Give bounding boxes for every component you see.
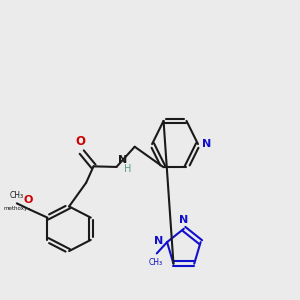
Text: N: N — [154, 236, 164, 246]
Text: O: O — [76, 135, 86, 148]
Text: methoxy: methoxy — [4, 206, 28, 211]
Text: CH₃: CH₃ — [149, 258, 163, 267]
Text: N: N — [118, 154, 128, 165]
Text: H: H — [124, 164, 131, 174]
Text: CH₃: CH₃ — [9, 191, 23, 200]
Text: N: N — [179, 215, 188, 225]
Text: O: O — [24, 194, 33, 205]
Text: N: N — [202, 139, 211, 149]
